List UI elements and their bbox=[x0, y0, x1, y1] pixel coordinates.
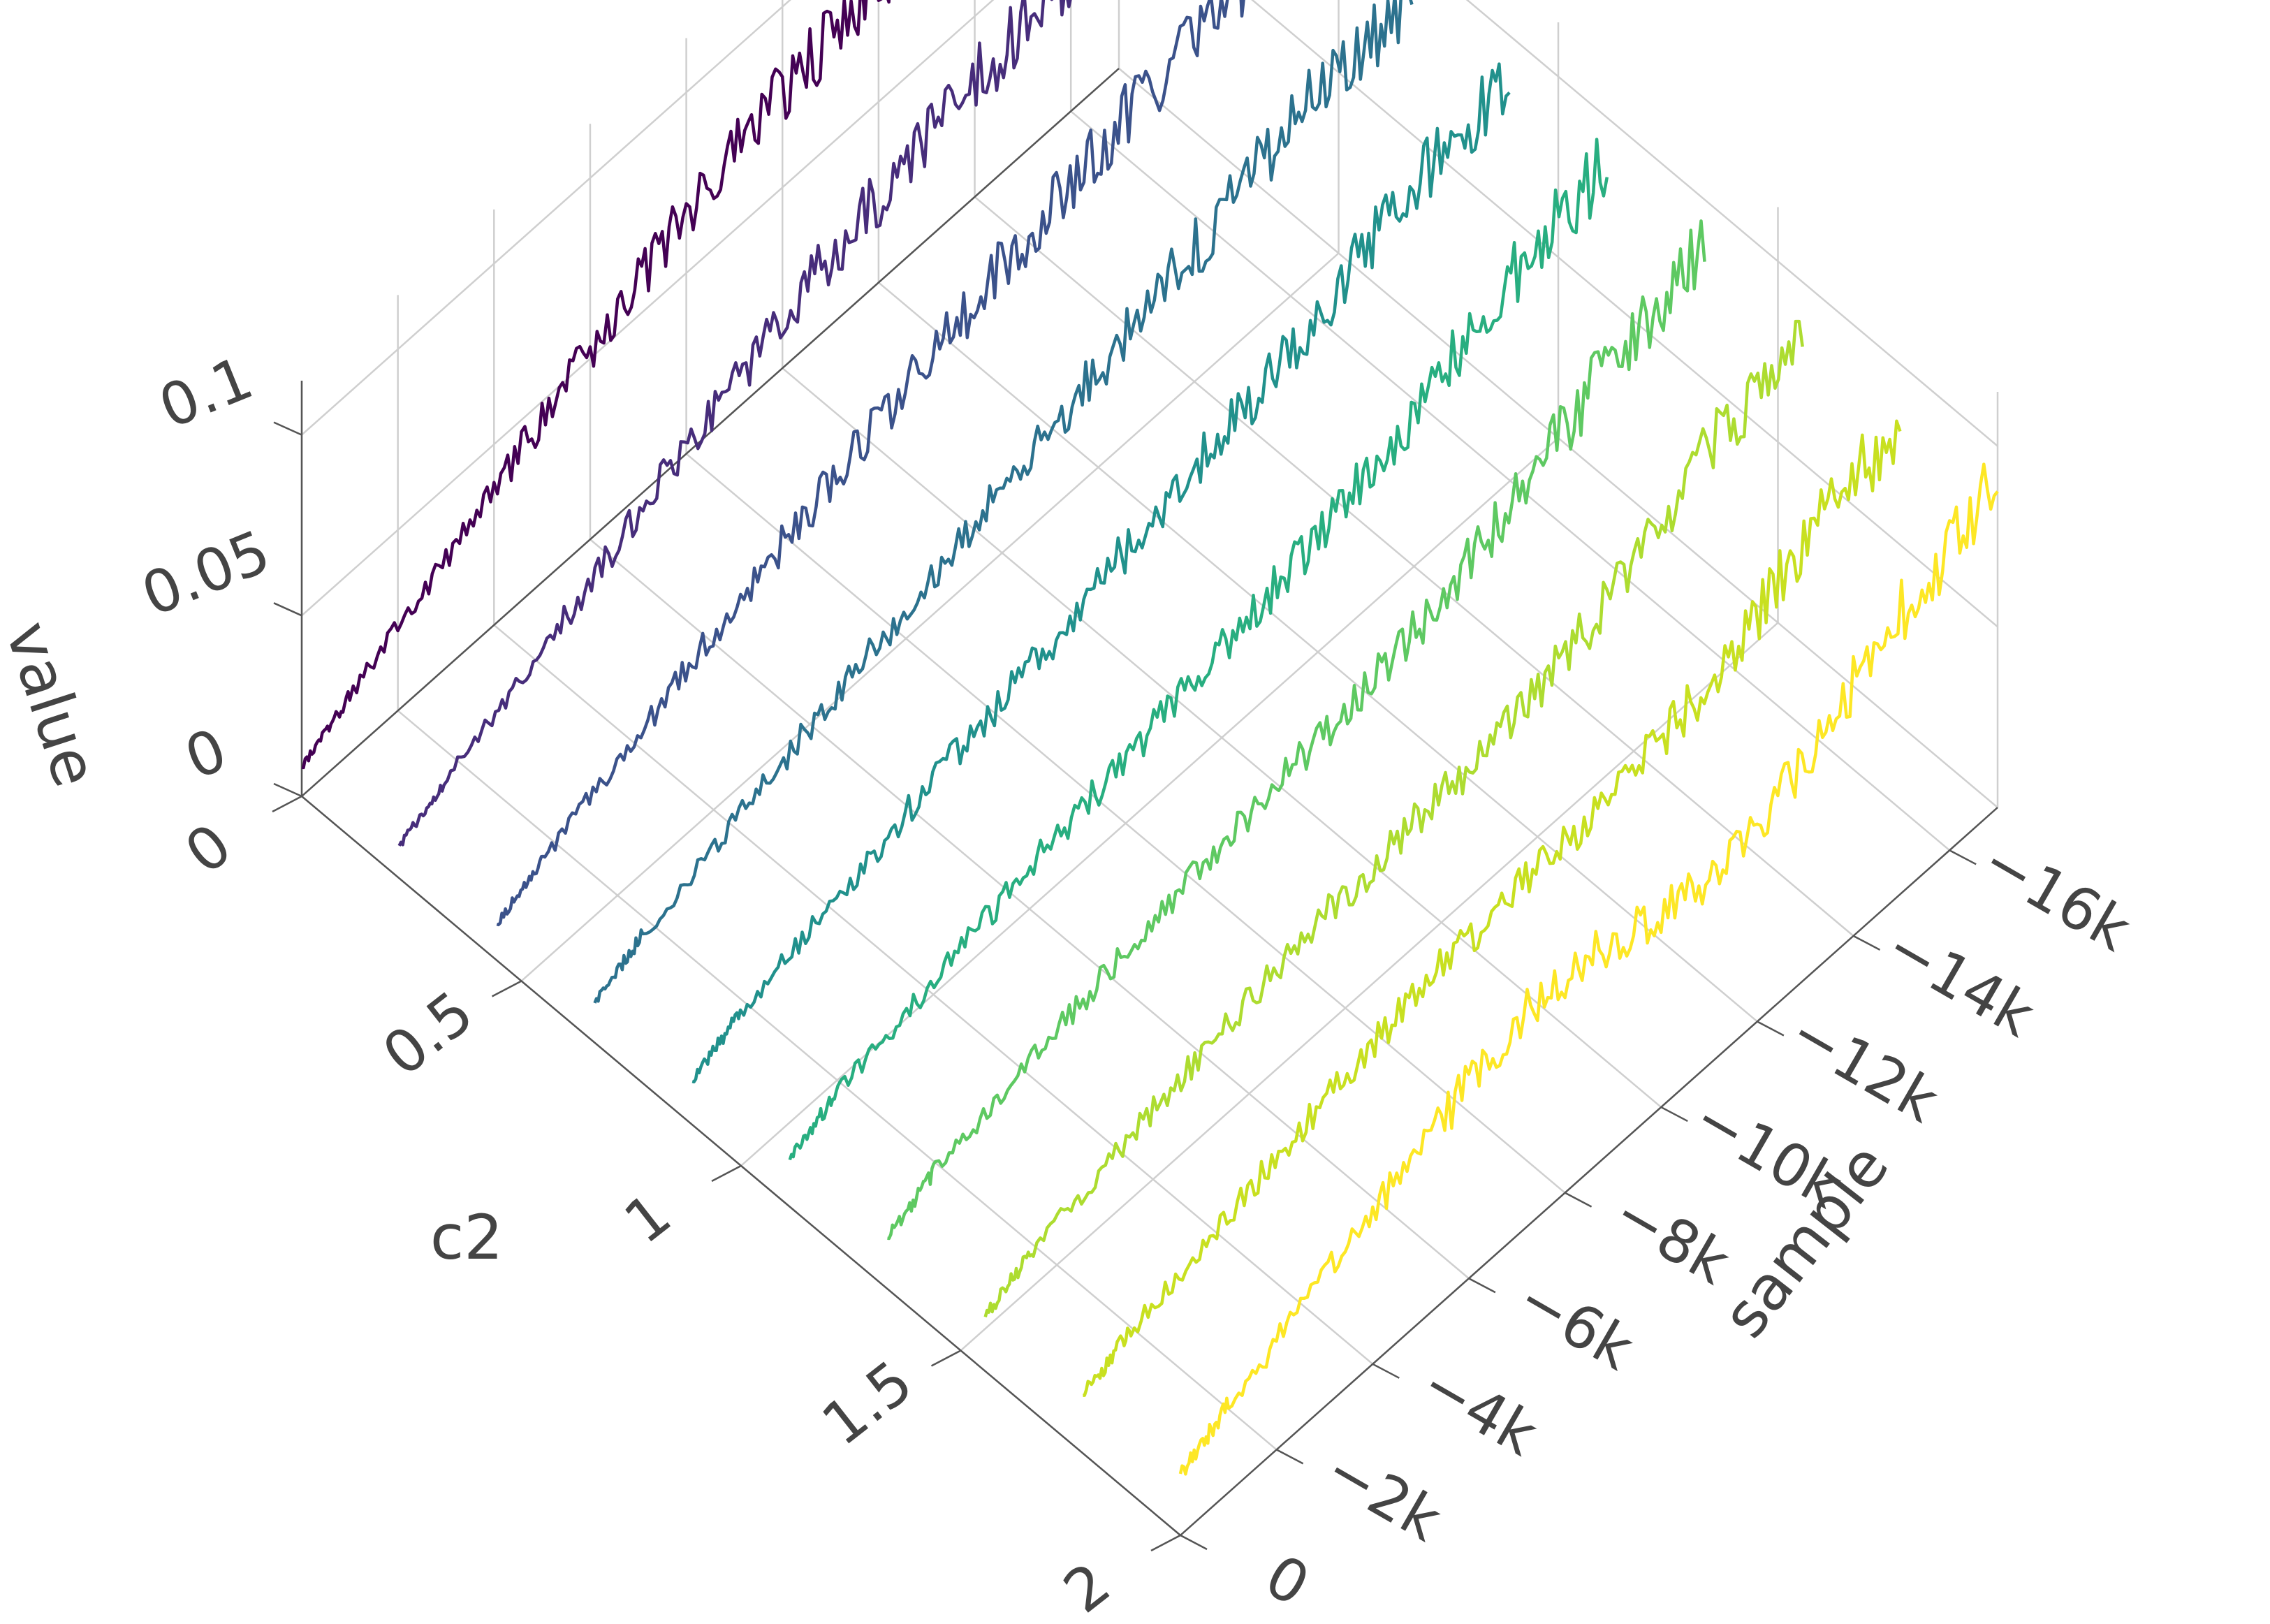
series-layer bbox=[301, 0, 1999, 1476]
z-tick-label: 0.1 bbox=[149, 344, 262, 442]
x-tick-mark bbox=[1660, 1106, 1688, 1122]
y-tick-mark bbox=[1150, 1534, 1181, 1552]
floor-grid-y bbox=[740, 437, 1559, 1166]
y-tick-label: 1.5 bbox=[810, 1347, 925, 1458]
x-tick-label: −2k bbox=[1314, 1435, 1453, 1555]
y-tick-mark bbox=[491, 980, 522, 997]
axis-layer bbox=[272, 68, 1998, 1552]
x-tick-label: −12k bbox=[1779, 997, 1950, 1136]
series-line bbox=[1083, 419, 1902, 1398]
y-axis-title: c2 bbox=[430, 1201, 503, 1273]
x-tick-mark bbox=[1468, 1278, 1496, 1294]
x-tick-label: −16k bbox=[1971, 826, 2142, 965]
series-line bbox=[983, 319, 1804, 1318]
z-tick-label: 0.05 bbox=[133, 517, 279, 629]
series-line bbox=[887, 219, 1706, 1241]
y-tick-mark bbox=[930, 1349, 962, 1367]
series-line bbox=[496, 0, 1245, 927]
z-tick-label: 0 bbox=[176, 715, 236, 793]
x-tick-label: −6k bbox=[1507, 1264, 1646, 1383]
series-line bbox=[593, 0, 1414, 1004]
x-tick-label: −4k bbox=[1410, 1349, 1549, 1469]
y-tick-label: 1 bbox=[612, 1180, 683, 1257]
x-tick-mark bbox=[1852, 935, 1881, 951]
x-tick-label: 0 bbox=[1254, 1542, 1320, 1620]
y-tick-label: 2 bbox=[1051, 1549, 1122, 1624]
x-axis-line bbox=[1180, 807, 1998, 1536]
floor-grid-y bbox=[520, 252, 1340, 982]
side-wall-grid-z bbox=[1251, 0, 1998, 628]
back-wall-grid-z bbox=[301, 0, 791, 436]
x-tick-mark bbox=[1372, 1363, 1400, 1379]
back-wall-grid-z bbox=[301, 0, 995, 617]
series-line bbox=[788, 138, 1609, 1161]
x-tick-label: −14k bbox=[1875, 912, 2046, 1051]
side-wall-grid-z bbox=[1465, 0, 1998, 447]
series-line bbox=[397, 0, 1072, 847]
x-tick-mark bbox=[1565, 1192, 1592, 1208]
z-tick-mark bbox=[273, 782, 302, 798]
tick-layer: 0−2k−4k−6k−8k−10k−12k−14k−16k00.511.5200… bbox=[133, 344, 2142, 1624]
series-line bbox=[301, 0, 891, 770]
y-tick-label: 0.5 bbox=[370, 978, 486, 1089]
series-line bbox=[691, 62, 1511, 1084]
z-tick-mark bbox=[273, 602, 302, 617]
back-floor-edge bbox=[301, 68, 1120, 797]
x-tick-mark bbox=[1949, 849, 1977, 865]
y-tick-label: 0 bbox=[173, 810, 244, 887]
x-tick-mark bbox=[1276, 1449, 1304, 1465]
x-tick-mark bbox=[1180, 1534, 1208, 1551]
y-tick-mark bbox=[711, 1164, 742, 1183]
x-tick-mark bbox=[1757, 1021, 1785, 1037]
series-line bbox=[1178, 462, 1999, 1476]
z-tick-mark bbox=[273, 421, 302, 436]
x-tick-label: −8k bbox=[1602, 1178, 1741, 1298]
y-tick-mark bbox=[272, 795, 302, 813]
floor-grid-y bbox=[960, 622, 1779, 1352]
z-axis-title: value bbox=[0, 613, 112, 795]
